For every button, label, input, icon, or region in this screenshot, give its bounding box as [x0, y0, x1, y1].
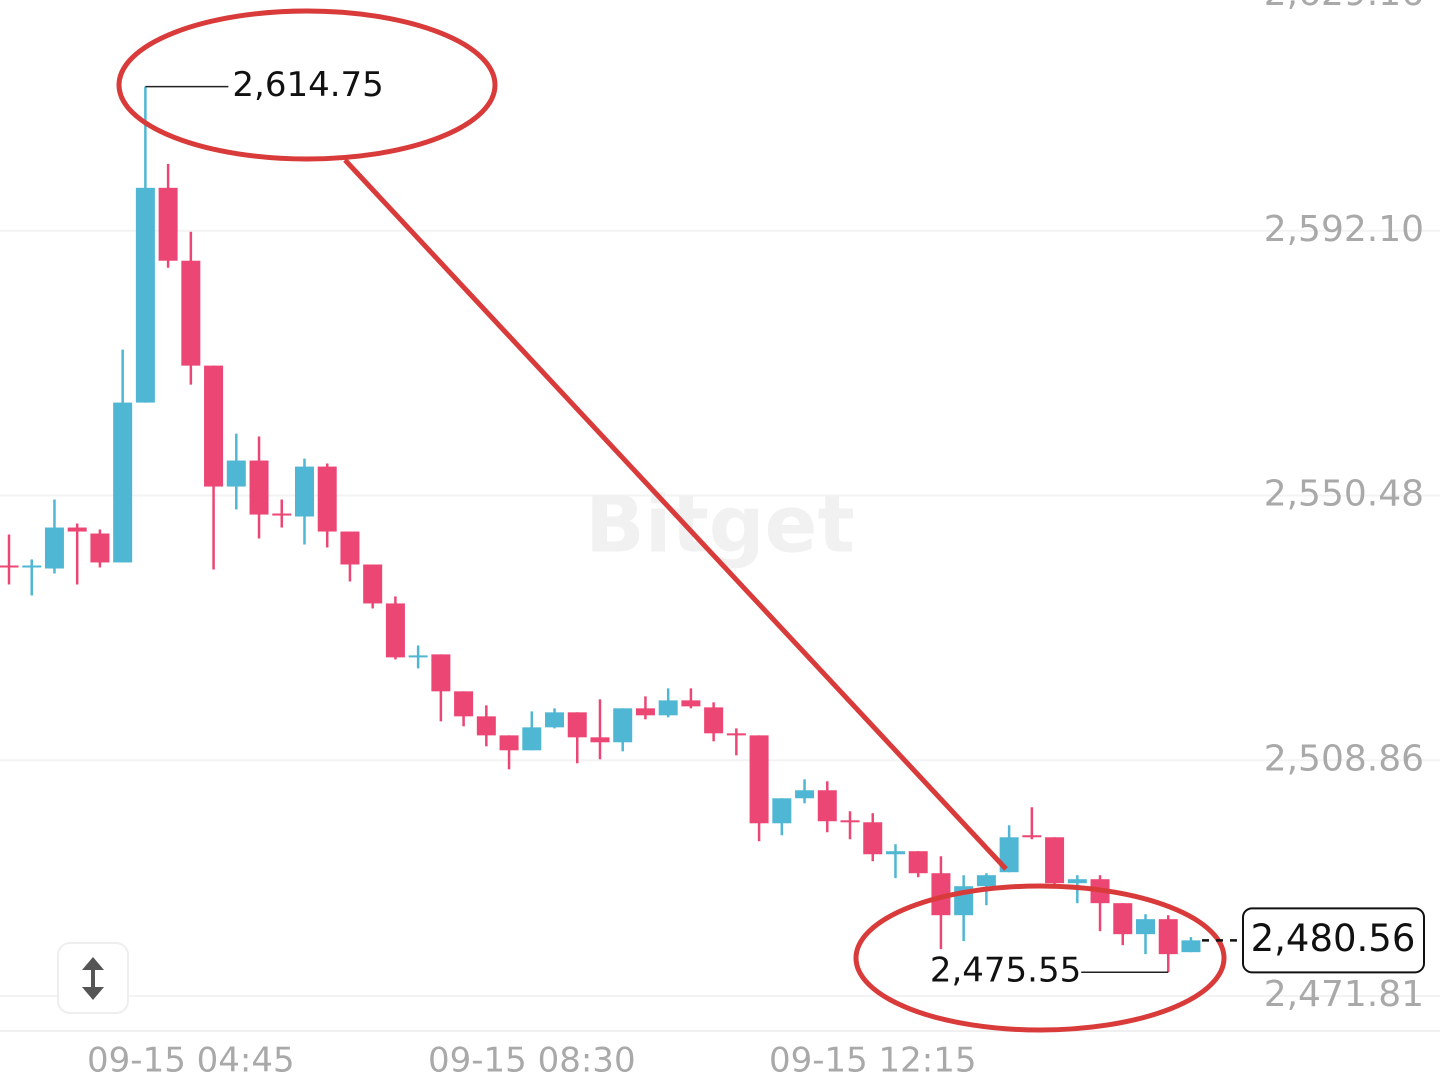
candle-body — [1067, 879, 1087, 884]
candle-body — [408, 655, 428, 658]
candle-body — [476, 716, 496, 736]
candle-body — [840, 820, 860, 823]
watermark: Bitget — [585, 480, 855, 570]
candle-body — [931, 873, 951, 916]
y-tick-label: 2,508.86 — [1264, 738, 1424, 779]
y-tick-label: 2,592.10 — [1264, 209, 1424, 250]
candle-body — [817, 790, 837, 822]
candle-body — [226, 460, 246, 487]
y-tick-label: 2,629.16 — [1264, 0, 1424, 14]
plot — [0, 86, 1201, 973]
last-price-box — [1242, 907, 1425, 974]
candle-body — [113, 402, 133, 563]
candle-body — [613, 708, 633, 743]
y-tick-label: 2,550.48 — [1264, 474, 1424, 515]
candle-body — [681, 700, 701, 707]
candle-body — [249, 460, 269, 515]
annotation-label: 2,614.75 — [232, 65, 383, 105]
candle-body — [385, 603, 405, 658]
candle-body — [590, 737, 610, 743]
candle-body — [317, 466, 337, 532]
candle-body — [999, 837, 1019, 873]
candle-body — [135, 187, 155, 403]
candle-body — [1113, 903, 1133, 935]
candle-body — [204, 365, 224, 487]
highlight-ellipse — [116, 8, 498, 162]
candle-body — [772, 798, 792, 824]
candle-body — [1158, 919, 1178, 955]
candle-body — [0, 565, 19, 568]
button-icon — [82, 957, 104, 1000]
candle-body — [294, 466, 314, 517]
x-tick-label: 09-15 12:15 — [769, 1041, 977, 1081]
candle-body — [863, 822, 883, 855]
candle-body — [181, 260, 201, 366]
candle-body — [158, 187, 178, 261]
candle-body — [340, 531, 360, 565]
arrow-line — [343, 158, 1008, 871]
candle-body — [908, 851, 928, 874]
candle-body — [44, 527, 64, 569]
candle-body — [499, 735, 519, 751]
candle-body — [976, 875, 996, 887]
candle-body — [658, 700, 678, 716]
candle-body — [363, 564, 383, 604]
x-tick-label: 09-15 04:45 — [87, 1041, 295, 1081]
candle-body — [522, 727, 542, 751]
candle-body — [885, 851, 905, 855]
candle-body — [1136, 919, 1155, 935]
candle-body — [545, 712, 565, 728]
candle-body — [726, 733, 746, 736]
candle-body — [567, 712, 587, 738]
toggle-button[interactable] — [57, 942, 129, 1014]
candle-body — [704, 707, 724, 734]
annotation-label: 2,475.55 — [930, 951, 1081, 991]
candle-body — [635, 708, 655, 716]
candle-body — [749, 735, 769, 824]
candle-body — [67, 527, 87, 532]
highlight-ellipse — [853, 883, 1227, 1033]
candle-body — [1045, 837, 1065, 884]
candle-body — [1022, 835, 1042, 838]
candle-body — [454, 691, 474, 717]
candle-body — [22, 565, 42, 568]
y-tick-label: 2,471.81 — [1264, 974, 1424, 1015]
x-tick-label: 09-15 08:30 — [428, 1041, 636, 1081]
candle-body — [431, 654, 451, 692]
candle-body — [90, 533, 110, 563]
candle-body — [272, 513, 292, 516]
red-annotations — [116, 8, 1227, 1033]
candle-body — [1181, 940, 1201, 953]
candle-body — [795, 790, 815, 799]
last-price-label: 2,480.56 — [1251, 917, 1416, 960]
